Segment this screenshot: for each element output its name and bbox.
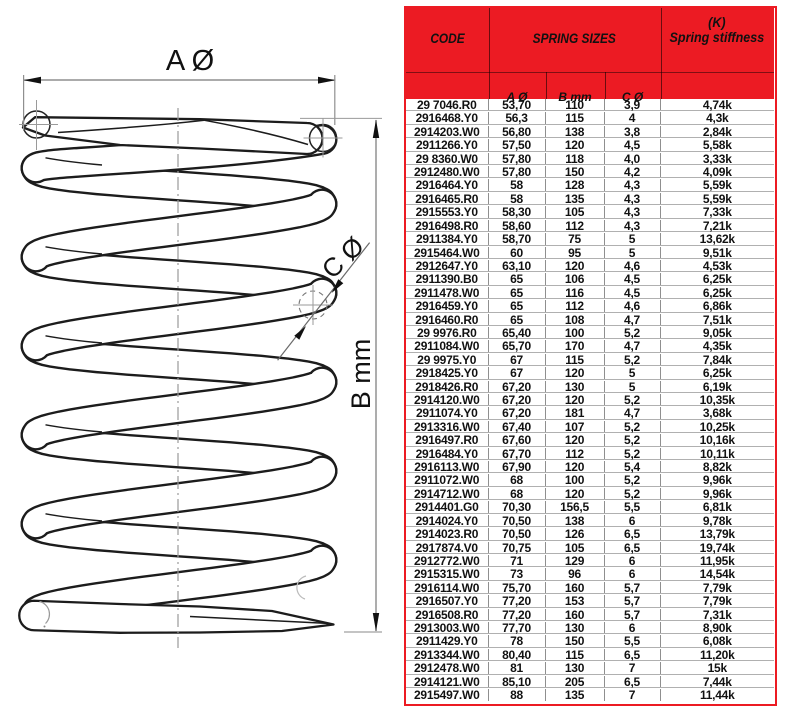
svg-text:B mm: B mm [346,339,376,410]
svg-text:A Ø: A Ø [166,45,214,77]
